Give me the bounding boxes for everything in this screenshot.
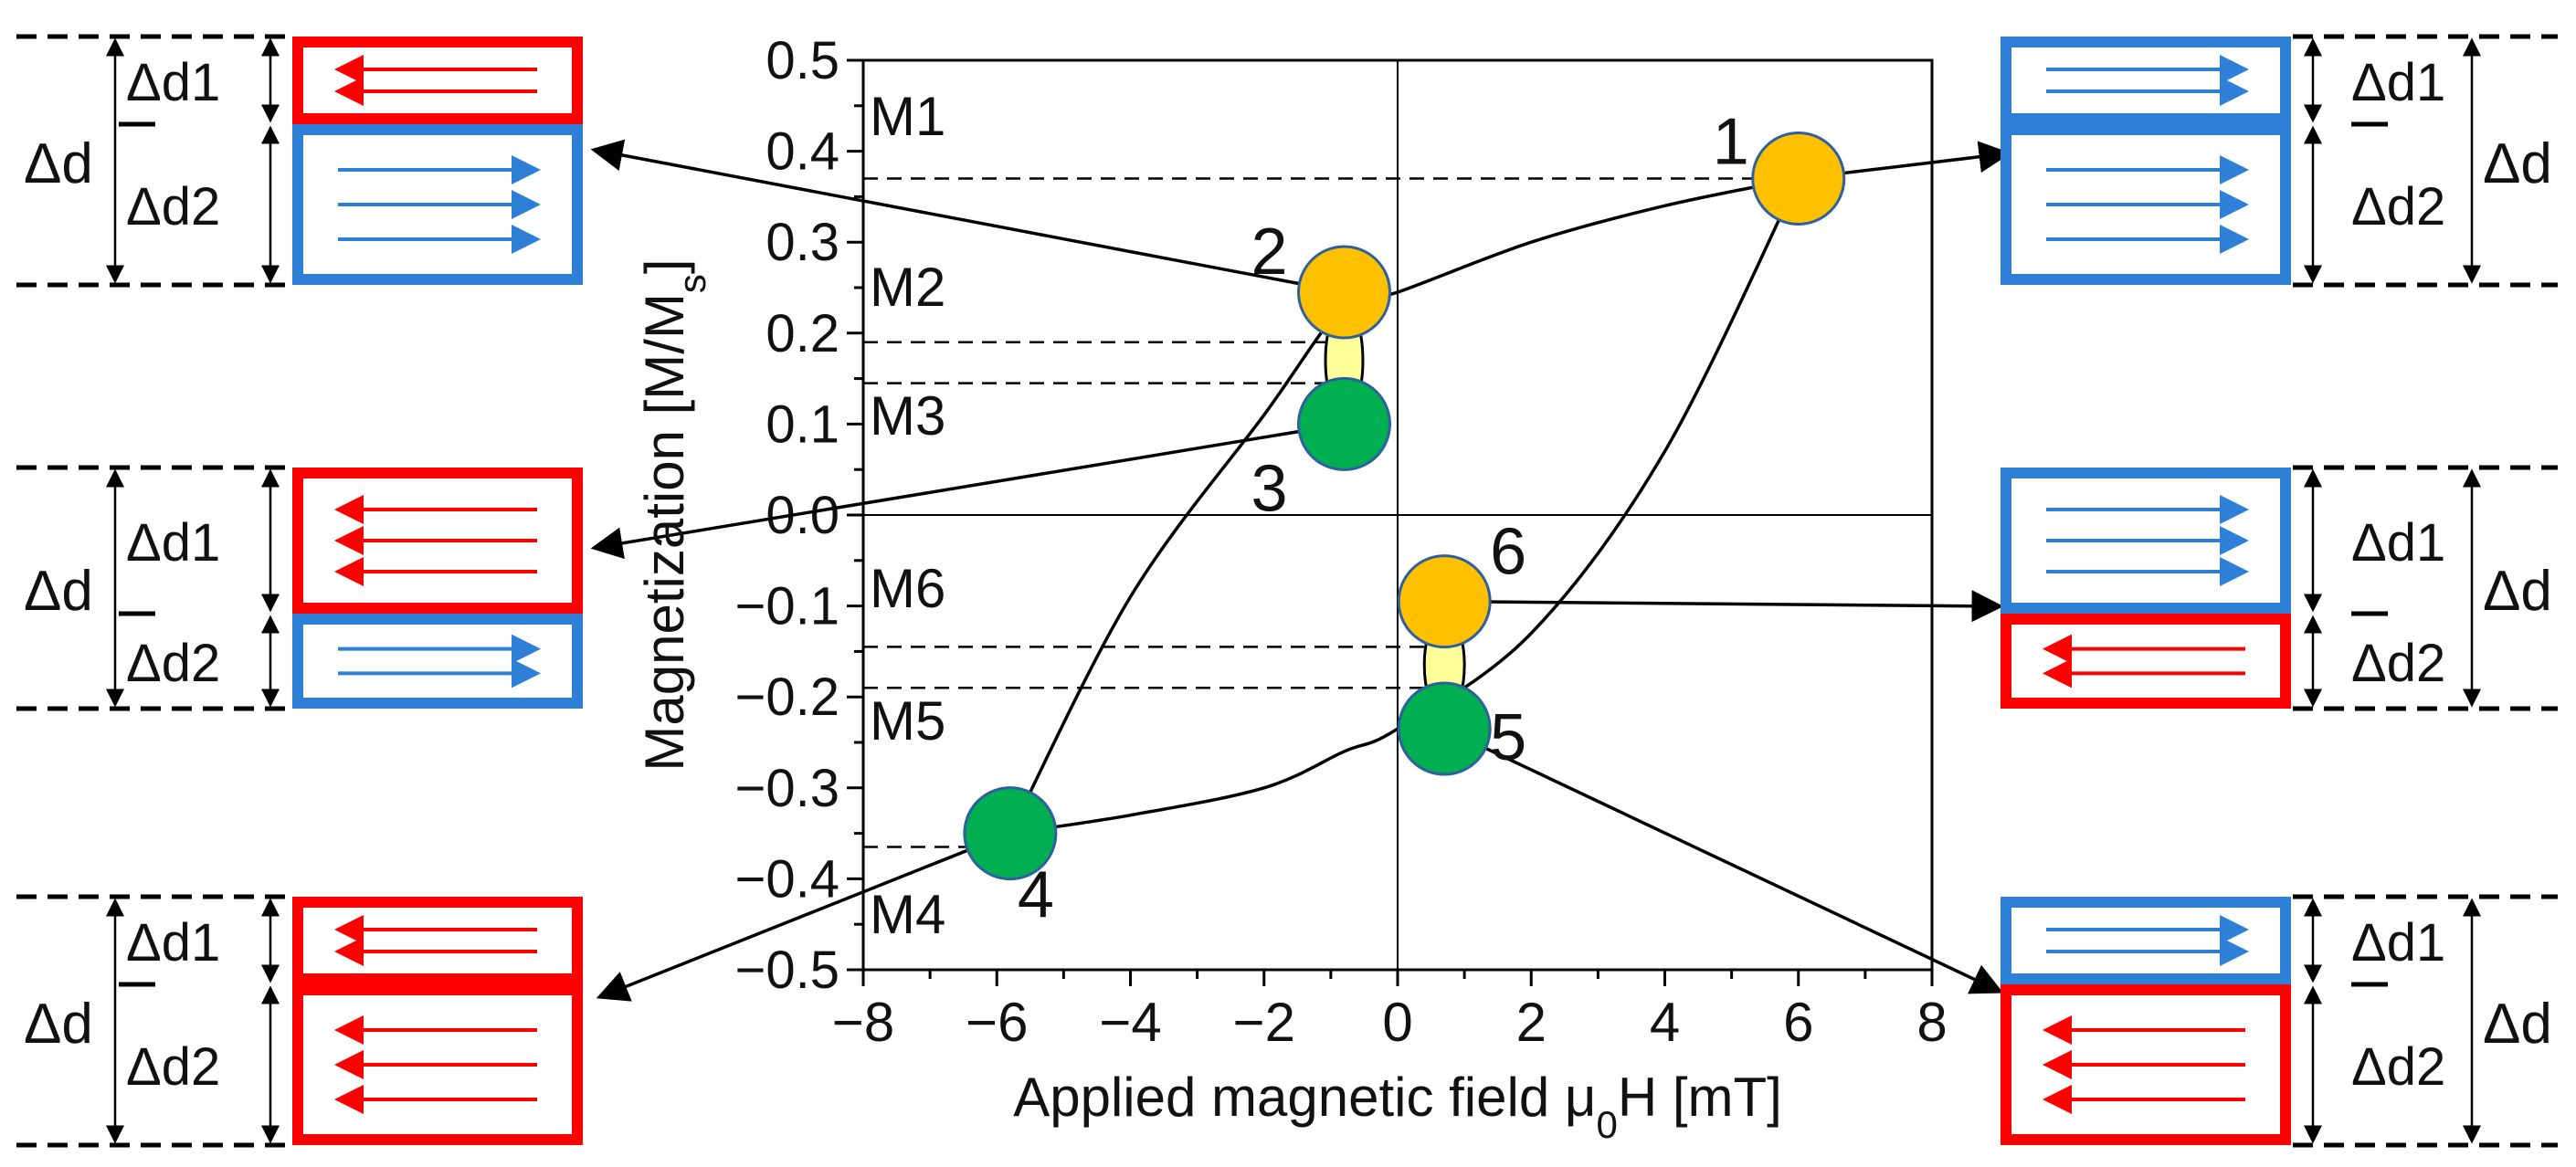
minor-loops bbox=[1324, 304, 1466, 717]
level-guides: M1 M2 M3 M6 M5 M4 bbox=[863, 86, 1799, 945]
layer-thickness-label: Δd1 bbox=[126, 913, 220, 972]
x-axis-label: Applied magnetic field μ0H [mT] bbox=[1013, 1067, 1782, 1146]
y-tick-label: −0.1 bbox=[735, 577, 840, 636]
y-tick-label: −0.3 bbox=[735, 759, 840, 818]
connector-arrow-3 bbox=[590, 422, 1345, 560]
state-point-3 bbox=[1297, 376, 1391, 471]
y-tick-label: 0.0 bbox=[765, 486, 839, 545]
level-label-M3: M3 bbox=[870, 385, 945, 447]
state-number-2: 2 bbox=[1251, 216, 1287, 289]
state-points: 1 2 3 4 5 6 bbox=[963, 105, 1846, 932]
y-tick-label: 0.1 bbox=[765, 394, 839, 454]
state-number-1: 1 bbox=[1713, 105, 1749, 178]
layer-diagrams: Δd1Δd2ΔdΔd1Δd2ΔdΔd1Δd2ΔdΔd1Δd2ΔdΔd1Δd2Δd… bbox=[16, 34, 2558, 1148]
total-thickness-label: Δd bbox=[2483, 132, 2552, 195]
level-label-M6: M6 bbox=[870, 558, 945, 619]
y-tick-label: 0.4 bbox=[765, 122, 839, 182]
y-tick-label: −0.5 bbox=[735, 941, 840, 1000]
level-label-M1: M1 bbox=[870, 86, 945, 147]
state-number-6: 6 bbox=[1490, 516, 1526, 589]
y-tick-label: −0.2 bbox=[735, 668, 840, 727]
layer-thickness-label: Δd1 bbox=[2351, 53, 2445, 112]
connector-arrow-5 bbox=[1443, 727, 2004, 994]
layer-thickness-label: Δd2 bbox=[2351, 1037, 2445, 1097]
layer-diagram-p6: Δd1 Δd2 Δd bbox=[2001, 465, 2558, 711]
layer-diagram-p2: Δd1 Δd2 Δd bbox=[16, 34, 583, 288]
layer-box-2 bbox=[292, 614, 583, 709]
total-thickness-label: Δd bbox=[2483, 560, 2552, 623]
state-point-2 bbox=[1297, 245, 1391, 340]
x-tick-label: 0 bbox=[1382, 992, 1412, 1053]
layer-thickness-label: Δd1 bbox=[126, 53, 220, 112]
x-tick-label: 2 bbox=[1516, 992, 1547, 1053]
connector-arrow-4 bbox=[596, 831, 1011, 1002]
layer-box-1 bbox=[2001, 37, 2291, 124]
y-tick-label: 0.3 bbox=[765, 213, 839, 272]
total-thickness-label: Δd bbox=[24, 993, 93, 1056]
level-label-M2: M2 bbox=[870, 257, 945, 318]
layer-diagram-p4: Δd1 Δd2 Δd bbox=[16, 894, 583, 1148]
level-label-M5: M5 bbox=[870, 690, 945, 752]
total-thickness-label: Δd bbox=[2483, 993, 2552, 1056]
layer-thickness-label: Δd1 bbox=[2351, 513, 2445, 573]
total-thickness-label: Δd bbox=[24, 560, 93, 623]
layer-box-1 bbox=[292, 897, 583, 984]
layer-thickness-label: Δd2 bbox=[2351, 634, 2445, 693]
x-tick-label: 8 bbox=[1916, 992, 1947, 1053]
layer-thickness-label: Δd2 bbox=[126, 634, 220, 693]
state-number-3: 3 bbox=[1251, 452, 1287, 525]
connector-arrow-2 bbox=[590, 139, 1345, 294]
state-connectors bbox=[590, 139, 2011, 1002]
total-thickness-label: Δd bbox=[24, 132, 93, 195]
x-tick-label: −2 bbox=[1233, 992, 1295, 1053]
x-tick-label: −8 bbox=[832, 992, 894, 1053]
level-label-M4: M4 bbox=[870, 884, 945, 945]
state-number-5: 5 bbox=[1490, 701, 1526, 774]
connector-arrow-6 bbox=[1444, 590, 2004, 623]
y-axis-label: Magnetization [M/Ms] bbox=[634, 258, 713, 771]
y-tick-label: 0.5 bbox=[765, 31, 839, 90]
state-point-1 bbox=[1751, 131, 1846, 226]
layer-thickness-label: Δd2 bbox=[126, 177, 220, 237]
layer-box-1 bbox=[2001, 897, 2291, 984]
state-number-4: 4 bbox=[1018, 859, 1054, 932]
layer-box-2 bbox=[2001, 614, 2291, 709]
y-tick-label: 0.2 bbox=[765, 304, 839, 363]
layer-diagram-p3: Δd1 Δd2 Δd bbox=[16, 465, 583, 711]
layer-thickness-label: Δd1 bbox=[2351, 913, 2445, 972]
layer-thickness-label: Δd2 bbox=[2351, 177, 2445, 237]
state-point-5 bbox=[1397, 681, 1492, 776]
layer-diagram-p1: Δd1 Δd2 Δd bbox=[2001, 34, 2558, 288]
layer-diagram-p5: Δd1 Δd2 Δd bbox=[2001, 894, 2558, 1148]
layer-thickness-label: Δd1 bbox=[126, 513, 220, 573]
x-tick-label: 4 bbox=[1650, 992, 1680, 1053]
layer-thickness-label: Δd2 bbox=[126, 1037, 220, 1097]
state-point-4 bbox=[963, 786, 1058, 881]
x-tick-label: −4 bbox=[1099, 992, 1161, 1053]
state-point-6 bbox=[1397, 554, 1492, 649]
axis-ticks: −8 −6 −4 −2 0 2 4 6 8 0.5 0.4 0.3 0.2 0.1 0.0 −0.1 −0.2 −… bbox=[735, 31, 1948, 1053]
y-tick-label: −0.4 bbox=[735, 849, 840, 909]
layer-box-1 bbox=[292, 37, 583, 124]
x-tick-label: −6 bbox=[966, 992, 1028, 1053]
x-tick-label: 6 bbox=[1783, 992, 1813, 1053]
